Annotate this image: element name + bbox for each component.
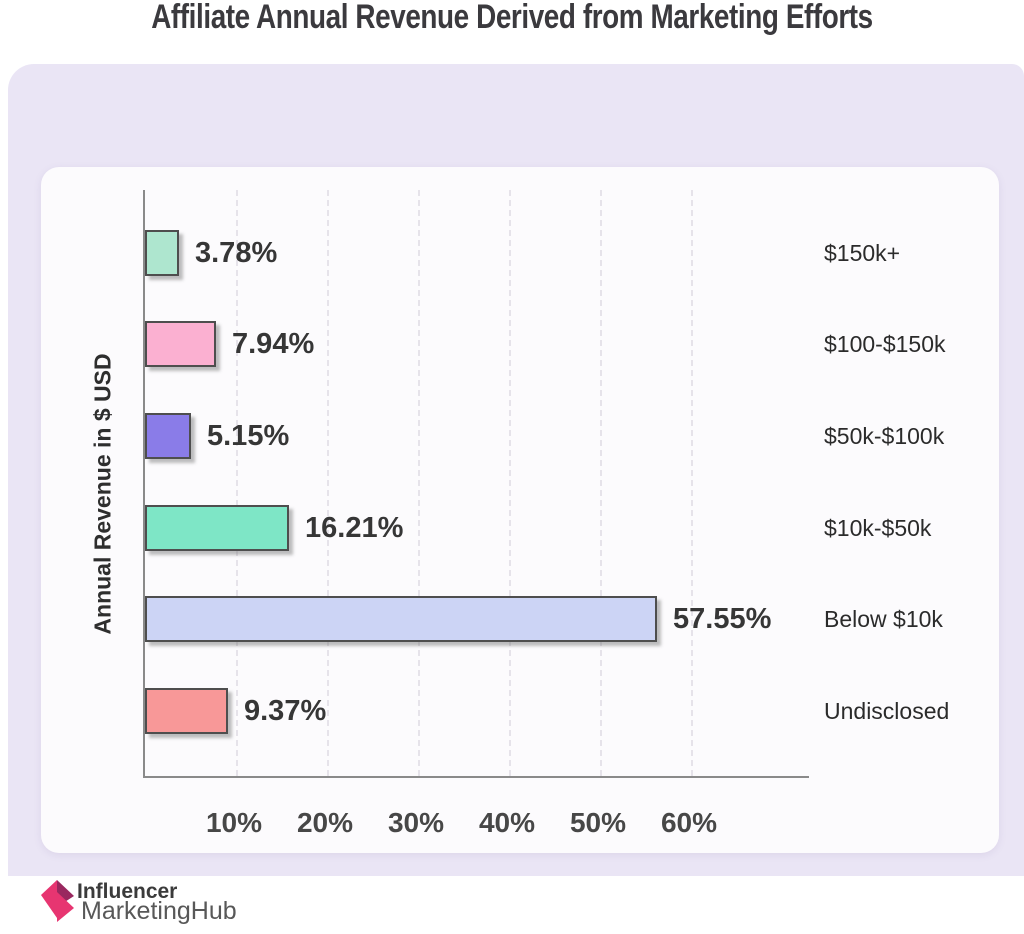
- bar-value-label: 9.37%: [244, 695, 327, 727]
- infographic-panel: Annual Revenue in $ USD 3.78% $150k+ 7.94%…: [8, 64, 1024, 925]
- bar: [145, 504, 289, 551]
- gridline: [600, 190, 602, 776]
- bar: [145, 229, 179, 276]
- chart-card: Annual Revenue in $ USD 3.78% $150k+ 7.94%…: [41, 167, 999, 853]
- y-axis-label: Annual Revenue in $ USD: [89, 353, 116, 635]
- x-tick-label: 30%: [387, 807, 445, 838]
- category-label: Undisclosed: [824, 698, 950, 724]
- bar-value-label: 16.21%: [305, 511, 404, 544]
- category-label: Below $10k: [824, 606, 943, 633]
- bar-value-label: 7.94%: [232, 328, 315, 361]
- plot-area: [143, 190, 809, 778]
- bar: [145, 596, 657, 643]
- category-label: $150k+: [824, 239, 901, 266]
- bar-value-label: 57.55%: [673, 603, 772, 636]
- gridline: [236, 190, 238, 776]
- x-tick-label: 20%: [296, 807, 354, 838]
- x-tick-label: 40%: [478, 807, 536, 838]
- influencer-marketinghub-logo: Influencer MarketingHub: [41, 878, 261, 934]
- gridline: [509, 190, 511, 776]
- category-label: $100-$150k: [824, 331, 946, 358]
- gridline: [327, 190, 329, 776]
- bar: [145, 688, 228, 734]
- category-label: $10k-$50k: [824, 514, 932, 541]
- pink-arrow-left-icon: [41, 880, 74, 922]
- bar-value-label: 5.15%: [207, 419, 290, 452]
- bar: [145, 321, 216, 368]
- gridline: [418, 190, 420, 776]
- category-label: $50k-$100k: [824, 422, 945, 449]
- bar-value-label: 3.78%: [195, 236, 278, 269]
- x-tick-label: 10%: [205, 807, 263, 838]
- chart-title: Affiliate Annual Revenue Derived from Ma…: [151, 0, 873, 36]
- x-tick-label: 60%: [660, 807, 718, 838]
- gridline: [691, 190, 693, 776]
- logo-text-marketinghub: MarketingHub: [81, 897, 237, 925]
- x-tick-label: 50%: [569, 807, 627, 838]
- bar: [145, 412, 191, 459]
